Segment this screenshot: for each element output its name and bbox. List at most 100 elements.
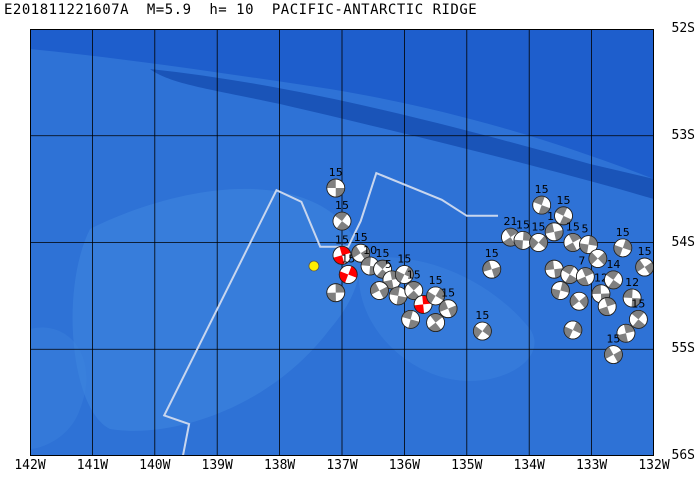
focal-mechanism[interactable]: 15 [604,333,623,364]
compressional-quadrant [617,333,628,343]
focal-mechanism[interactable]: 15 [472,309,492,341]
compressional-quadrant [635,259,645,273]
longitude-label: 136W [388,458,421,473]
compressional-quadrant [335,188,345,198]
plate-boundary [162,171,498,456]
depth-label: 15 [335,233,349,246]
depth-label: 15 [631,297,645,310]
focal-mechanism[interactable] [551,281,570,300]
focal-mechanism[interactable] [426,313,446,332]
mechanism-outline [597,297,617,316]
focal-mechanism[interactable] [401,309,421,329]
compressional-quadrant [565,274,578,284]
focal-mechanism[interactable]: 15 [563,221,583,252]
mechanism-outline [579,235,598,255]
mechanism-outline [332,211,352,231]
longitude-label: 140W [139,458,171,473]
focal-mechanism[interactable]: 15 [332,199,352,231]
compressional-quadrant [555,206,568,216]
depth-label: 21 [503,215,517,228]
mechanism-outline [482,259,502,279]
longitude-label: 132W [638,458,670,473]
focal-mechanism[interactable] [544,259,564,279]
compressional-quadrant [591,284,601,295]
depth-label: 15 [475,309,489,322]
focal-mechanism[interactable]: 15 [326,166,346,198]
mechanism-outline [551,281,570,300]
focal-mechanism[interactable] [597,297,617,316]
compressional-quadrant [623,324,635,334]
map-frame [30,29,654,456]
deep-basin [30,29,654,179]
compressional-quadrant [608,279,621,289]
compressional-quadrant [513,239,523,250]
compressional-quadrant [435,288,445,301]
latitude-label: 52S [671,21,695,36]
focal-mechanism[interactable] [560,265,580,284]
focal-mechanism[interactable] [370,281,389,300]
focal-mechanism[interactable] [588,249,608,268]
mechanism-outline [604,270,623,290]
focal-mechanism[interactable]: 12 [622,276,642,308]
compressional-quadrant [579,295,589,309]
focal-mechanism[interactable] [326,283,346,303]
focal-mechanism[interactable]: 21 [501,215,520,247]
depth-label: 15 [606,333,620,346]
focal-mechanism[interactable]: 15 [332,233,352,265]
focal-mechanism[interactable]: 15 [404,269,424,300]
focal-mechanism[interactable]: 15 [426,274,446,306]
depth-label: 15 [397,253,411,266]
focal-mechanism[interactable] [563,320,583,340]
compressional-quadrant [383,279,394,289]
focal-mechanism[interactable]: 15 [613,226,633,258]
compressional-quadrant [396,295,408,305]
focal-mechanism[interactable]: 15 [513,218,533,250]
longitude-label: 142W [14,458,46,473]
mechanism-outline [394,265,414,284]
compressional-quadrant [428,322,442,332]
depth-label: 15 [516,218,530,231]
focal-mechanism[interactable]: 15 [629,297,648,329]
mechanism-outline [575,267,595,287]
focal-mechanism[interactable] [569,291,589,311]
depth-label: 15 [335,199,349,212]
focal-mechanism[interactable]: 14 [604,258,623,290]
mechanism-outline [373,259,392,279]
focal-mechanism[interactable]: 15 [438,287,458,319]
mechanism-outline [588,249,608,268]
compressional-quadrant [632,319,646,329]
focal-mechanism[interactable]: 15 [554,194,573,226]
depth-label: 14 [606,258,620,271]
mechanism-outline [622,288,642,308]
compressional-quadrant [529,236,539,250]
mechanism-outline [338,265,358,284]
map-canvas[interactable]: 1515151515101551515151515151521151515151… [30,29,654,456]
focal-mechanism[interactable]: 15 [532,183,552,215]
compressional-quadrant [361,256,371,266]
focal-mechanism[interactable]: 15 [529,221,548,252]
focal-mechanism[interactable]: 15 [394,253,414,284]
focal-mechanism[interactable]: 15 [635,245,654,277]
compressional-quadrant [572,321,582,334]
compressional-quadrant [336,221,350,231]
compressional-quadrant [563,326,573,339]
longitude-label: 138W [263,458,296,473]
focal-mechanisms: 1515151515101551515151515151521151515151… [326,166,654,364]
mechanism-outline [616,323,636,343]
focal-mechanism[interactable]: 15 [482,247,502,279]
focal-mechanism[interactable]: 7 [575,255,595,287]
compressional-quadrant [644,262,654,275]
compressional-quadrant [370,282,380,295]
depth-label: 15 [532,221,546,234]
mechanism-outline [351,243,371,263]
compressional-quadrant [560,281,570,293]
focal-mechanism[interactable]: 5 [579,223,598,255]
compressional-quadrant [631,298,642,308]
focal-mechanism[interactable]: 15 [351,231,371,263]
mechanism-outline [563,320,583,340]
compressional-quadrant [568,233,581,243]
focal-mechanism[interactable] [616,323,636,343]
compressional-quadrant [564,242,578,252]
compressional-quadrant [502,237,516,247]
depth-label: 15 [566,221,580,234]
